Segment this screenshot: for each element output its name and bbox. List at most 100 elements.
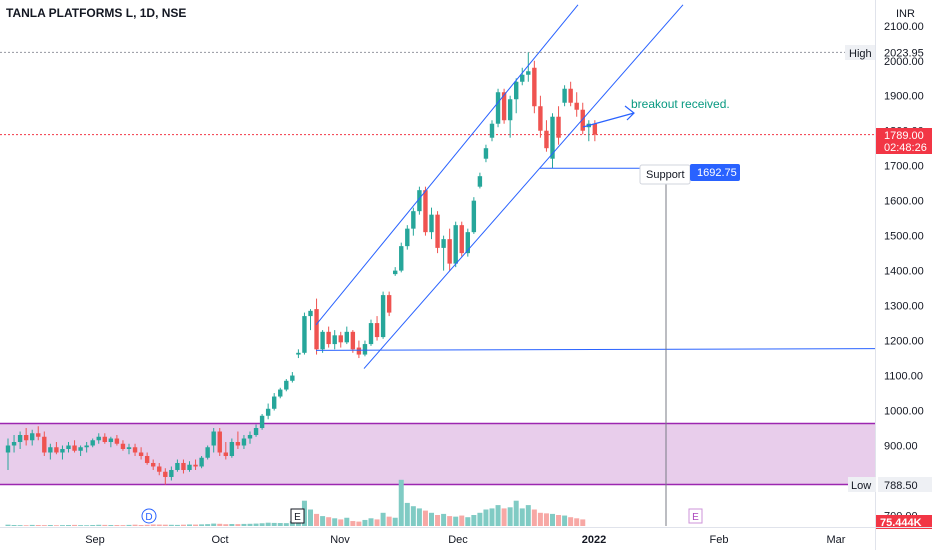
x-tick-label: Nov (330, 534, 350, 546)
candle-body (163, 471, 168, 477)
candle-body (66, 445, 71, 449)
y-tick-label: 1700.00 (884, 161, 924, 173)
dividend-marker: D (145, 512, 152, 523)
candle-body (580, 109, 585, 131)
candle-body (247, 435, 253, 439)
volume-bar (453, 516, 459, 526)
volume-bar (507, 507, 513, 526)
volume-bar (537, 512, 543, 526)
volume-bar (314, 513, 320, 526)
candle-body (229, 442, 235, 456)
channel-upper-line (315, 4, 579, 326)
candle-body (326, 331, 331, 345)
x-tick-label: Mar (827, 534, 846, 546)
volume-bar (59, 525, 65, 526)
candle-body (235, 442, 241, 446)
volume-bar (138, 525, 144, 526)
volume-bar (374, 519, 380, 526)
volume-bar (35, 525, 41, 526)
earnings-marker-future-box (688, 508, 703, 524)
candle-body (405, 228, 410, 247)
volume-bar (380, 512, 386, 526)
volume-bar (562, 515, 568, 526)
volume-bar (326, 517, 332, 526)
price-axis-bg (876, 0, 932, 550)
candle-body (272, 396, 277, 409)
volume-bar (477, 512, 483, 526)
volume-bar (217, 523, 223, 526)
candle-body (399, 246, 404, 271)
volume-bar (84, 525, 90, 526)
volume-bar (447, 516, 453, 526)
candle-body (114, 438, 120, 444)
candle-body (332, 335, 337, 345)
low-tag-bg (848, 477, 876, 492)
volume-bar (320, 516, 326, 526)
candle-body (169, 469, 174, 477)
candle-body (501, 92, 507, 121)
volume-bar (162, 524, 168, 526)
volume-bar (580, 519, 586, 526)
y-tick-label: 1900.00 (884, 91, 924, 103)
candle-body (102, 436, 107, 443)
volume-bar (114, 525, 120, 526)
candle-body (138, 452, 144, 456)
volume-bar (47, 525, 53, 526)
candle-body (11, 442, 17, 446)
horizontal-level-line (315, 348, 876, 351)
volume-bar (556, 515, 562, 526)
candle-body (320, 331, 325, 350)
volume-bar (168, 524, 174, 526)
candle-body (550, 116, 555, 159)
candle-body (144, 455, 150, 463)
volume-bar (459, 515, 465, 526)
volume-bar (205, 524, 211, 526)
volume-bar (568, 517, 574, 526)
candle-body (574, 102, 579, 110)
high-tag-bg (845, 45, 875, 60)
candle-body (350, 331, 356, 350)
chart-title: TANLA PLATFORMS L, 1D, NSE (6, 6, 187, 20)
volume-bar (550, 513, 555, 526)
candle-body (386, 295, 392, 313)
volume-bar (543, 513, 549, 526)
volume-bar (223, 524, 229, 526)
volume-bar (66, 525, 71, 526)
candle-body (132, 447, 138, 453)
volume-bar (150, 524, 156, 526)
y-tick-label: 1200.00 (884, 336, 924, 348)
currency-label: INR (896, 8, 915, 20)
candle-body (417, 190, 422, 212)
volume-bar (96, 524, 102, 526)
candle-body (90, 440, 95, 446)
candle-body (42, 436, 47, 453)
volume-bar (483, 509, 489, 526)
volume-bar (308, 509, 313, 526)
candle-body (217, 431, 222, 453)
dividend-marker-circle (141, 508, 157, 524)
y-tick-label: 1300.00 (884, 301, 924, 313)
y-tick-label: 1100.00 (884, 371, 923, 383)
volume-bar (72, 524, 78, 526)
volume-bar (29, 524, 35, 526)
candle-body (393, 270, 398, 275)
x-tick-label: Sep (85, 534, 105, 546)
y-tick-label: 1600.00 (884, 196, 924, 208)
volume-bar (435, 515, 441, 526)
candle-body (72, 445, 77, 451)
candle-body (308, 310, 313, 317)
volume-bar (404, 502, 410, 526)
volume-bar (211, 523, 217, 526)
volume-bar (410, 506, 416, 526)
candle-body (368, 323, 374, 345)
countdown-timer: 02:48:26 (884, 142, 927, 154)
volume-bar (338, 519, 344, 526)
candle-body (120, 443, 126, 449)
volume-bar (392, 517, 398, 526)
volume-bar (362, 519, 368, 526)
candle-body (441, 239, 446, 248)
volume-bar (429, 512, 434, 526)
candle-body (223, 452, 228, 456)
volume-bar (332, 518, 338, 526)
